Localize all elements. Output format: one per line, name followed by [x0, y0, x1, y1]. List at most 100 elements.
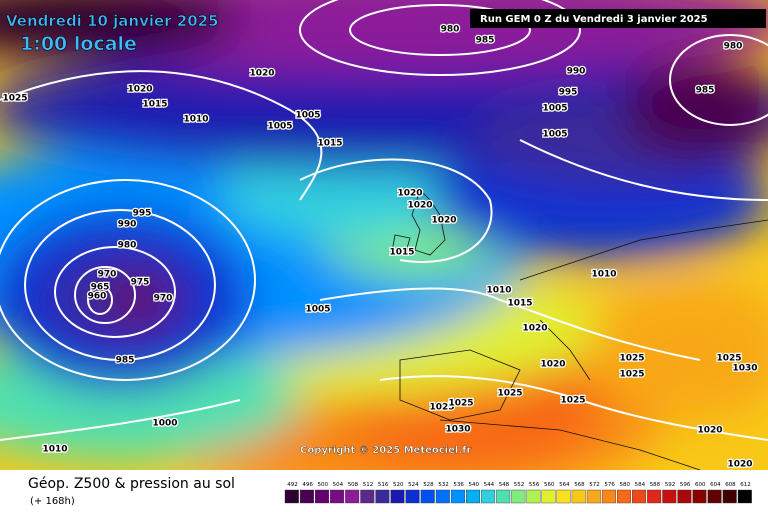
- legend-label: 608: [725, 482, 736, 488]
- isobar-label: 995: [133, 209, 152, 219]
- legend-label: 516: [378, 482, 389, 488]
- legend-label: 560: [544, 482, 555, 488]
- isobar-label: 960: [88, 292, 107, 302]
- isobar-label: 1020: [431, 216, 456, 226]
- isobar-label: 975: [131, 278, 150, 288]
- isobar-label: 1015: [507, 299, 532, 309]
- isobar-label: 1010: [183, 115, 208, 125]
- legend-swatch: [466, 489, 481, 504]
- isobar-label: 1010: [42, 445, 67, 455]
- run-box: [470, 9, 766, 28]
- legend-swatch: [692, 489, 707, 504]
- isobar-label: 985: [476, 36, 495, 46]
- legend-label: 556: [529, 482, 540, 488]
- legend-label: 576: [604, 482, 615, 488]
- isobar-label: 1020: [249, 69, 274, 79]
- legend-label: 508: [348, 482, 359, 488]
- legend-swatch: [662, 489, 677, 504]
- footer-lead: (+ 168h): [30, 496, 75, 507]
- isobar-label: 1005: [305, 305, 330, 315]
- legend-label: 544: [484, 482, 495, 488]
- run-info: Run GEM 0 Z du Vendredi 3 janvier 2025: [480, 14, 708, 25]
- legend-label: 580: [620, 482, 631, 488]
- isobar-label: 1025: [716, 354, 741, 364]
- legend-swatch: [707, 489, 722, 504]
- isobar-label: 980: [724, 42, 743, 52]
- legend-label: 504: [333, 482, 344, 488]
- isobar-label: 1025: [619, 370, 644, 380]
- legend-label: 568: [574, 482, 585, 488]
- isobar-label: 980: [118, 241, 137, 251]
- legend-swatch: [647, 489, 662, 504]
- legend-swatch: [435, 489, 450, 504]
- legend-swatch: [315, 489, 330, 504]
- footer-title: Géop. Z500 & pression au sol: [28, 476, 235, 492]
- isobar-label: 1020: [540, 360, 565, 370]
- isobar-label: 985: [116, 356, 135, 366]
- legend-label: 572: [589, 482, 600, 488]
- isobar-label: 1025: [429, 403, 454, 413]
- legend-swatch: [345, 489, 360, 504]
- isobar-label: 1020: [127, 85, 152, 95]
- legend-label: 600: [695, 482, 706, 488]
- legend-swatch: [601, 489, 616, 504]
- legend-swatch: [284, 489, 299, 504]
- isobar-label: 990: [567, 67, 586, 77]
- legend-swatch: [450, 489, 465, 504]
- isobar-label: 1015: [317, 139, 342, 149]
- isobar-label: 1025: [497, 389, 522, 399]
- legend-label: 548: [499, 482, 510, 488]
- legend-label: 584: [635, 482, 646, 488]
- legend-label: 496: [302, 482, 313, 488]
- legend-label: 512: [363, 482, 374, 488]
- legend-label: 532: [438, 482, 449, 488]
- legend-label: 596: [680, 482, 691, 488]
- legend-label: 492: [287, 482, 298, 488]
- legend-swatch: [405, 489, 420, 504]
- isobar-label: 995: [559, 88, 578, 98]
- isobars: [0, 0, 768, 441]
- isobar-label: 970: [154, 294, 173, 304]
- isobar-label: 1005: [542, 104, 567, 114]
- legend-label: 520: [393, 482, 404, 488]
- legend-swatch: [420, 489, 435, 504]
- isobar-label: 1020: [697, 426, 722, 436]
- isobar-label: 980: [441, 25, 460, 35]
- legend-swatch: [481, 489, 496, 504]
- isobar-label: 970: [98, 270, 117, 280]
- legend-swatch: [511, 489, 526, 504]
- legend-label: 528: [423, 482, 434, 488]
- isobar-label: 1005: [542, 130, 567, 140]
- legend-swatch: [390, 489, 405, 504]
- coastlines: [391, 189, 768, 470]
- legend-swatch: [617, 489, 632, 504]
- geopotential-field: [0, 0, 768, 470]
- isobar-label: 1025: [448, 399, 473, 409]
- isobar-label: 1025: [619, 354, 644, 364]
- legend-label: 500: [318, 482, 329, 488]
- isobar-label: 1020: [522, 324, 547, 334]
- legend-label: 604: [710, 482, 721, 488]
- isobar-label: 1020: [407, 201, 432, 211]
- legend-swatch: [375, 489, 390, 504]
- legend-label: 588: [650, 482, 661, 488]
- legend-label: 592: [665, 482, 676, 488]
- legend-swatch: [737, 489, 752, 504]
- isobar-label: 1015: [389, 248, 414, 258]
- isobar-label: 1010: [591, 270, 616, 280]
- isobar-label: 1025: [560, 396, 585, 406]
- legend-swatch: [632, 489, 647, 504]
- legend-label: 524: [408, 482, 419, 488]
- color-legend: 492 496 500 504 508 512 516 520 524 528 532 536 540 5…: [284, 482, 752, 504]
- isobar-label: 1005: [295, 111, 320, 121]
- map-date: Vendredi 10 janvier 2025: [6, 12, 219, 30]
- legend-label: 536: [453, 482, 464, 488]
- isobar-label: 1030: [445, 425, 470, 435]
- legend-swatch: [541, 489, 556, 504]
- copyright: Copyright © 2025 Meteociel.fr: [300, 445, 471, 456]
- isobar-label: 1015: [142, 100, 167, 110]
- legend-swatch: [299, 489, 314, 504]
- legend-label: 612: [740, 482, 751, 488]
